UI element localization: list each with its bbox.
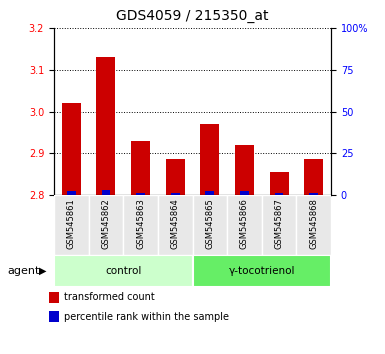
Bar (270, 172, 289, 195)
Bar (102, 190, 110, 195)
Bar (227, 195, 262, 255)
Bar (136, 193, 145, 195)
Text: transformed count: transformed count (64, 292, 154, 302)
Text: GSM545862: GSM545862 (101, 198, 110, 249)
Text: ▶: ▶ (38, 266, 46, 276)
Text: GSM545863: GSM545863 (136, 198, 145, 249)
Bar (200, 124, 219, 195)
Text: GSM545865: GSM545865 (205, 198, 214, 249)
Text: percentile rank within the sample: percentile rank within the sample (64, 312, 229, 321)
Bar (166, 159, 185, 195)
Bar (96, 57, 116, 195)
Bar (171, 193, 179, 195)
Text: GSM545861: GSM545861 (67, 198, 76, 249)
Bar (49, 311, 59, 322)
Bar (67, 192, 75, 195)
Bar (89, 195, 123, 255)
Bar (158, 195, 192, 255)
Bar (49, 292, 59, 303)
Bar (275, 193, 283, 195)
Bar (54, 255, 192, 287)
Bar (310, 193, 318, 195)
Bar (131, 141, 150, 195)
Text: control: control (105, 266, 141, 276)
Bar (304, 159, 323, 195)
Bar (206, 192, 214, 195)
Bar (54, 195, 89, 255)
Bar (123, 195, 158, 255)
Text: agent: agent (8, 266, 40, 276)
Bar (192, 255, 331, 287)
Text: GSM545864: GSM545864 (171, 198, 180, 249)
Text: γ-tocotrienol: γ-tocotrienol (229, 266, 295, 276)
Text: GSM545866: GSM545866 (240, 198, 249, 249)
Bar (262, 195, 296, 255)
Bar (192, 195, 227, 255)
Bar (62, 103, 81, 195)
Text: GDS4059 / 215350_at: GDS4059 / 215350_at (116, 9, 269, 23)
Bar (240, 192, 249, 195)
Text: GSM545867: GSM545867 (275, 198, 284, 249)
Bar (296, 195, 331, 255)
Bar (235, 145, 254, 195)
Text: GSM545868: GSM545868 (309, 198, 318, 249)
